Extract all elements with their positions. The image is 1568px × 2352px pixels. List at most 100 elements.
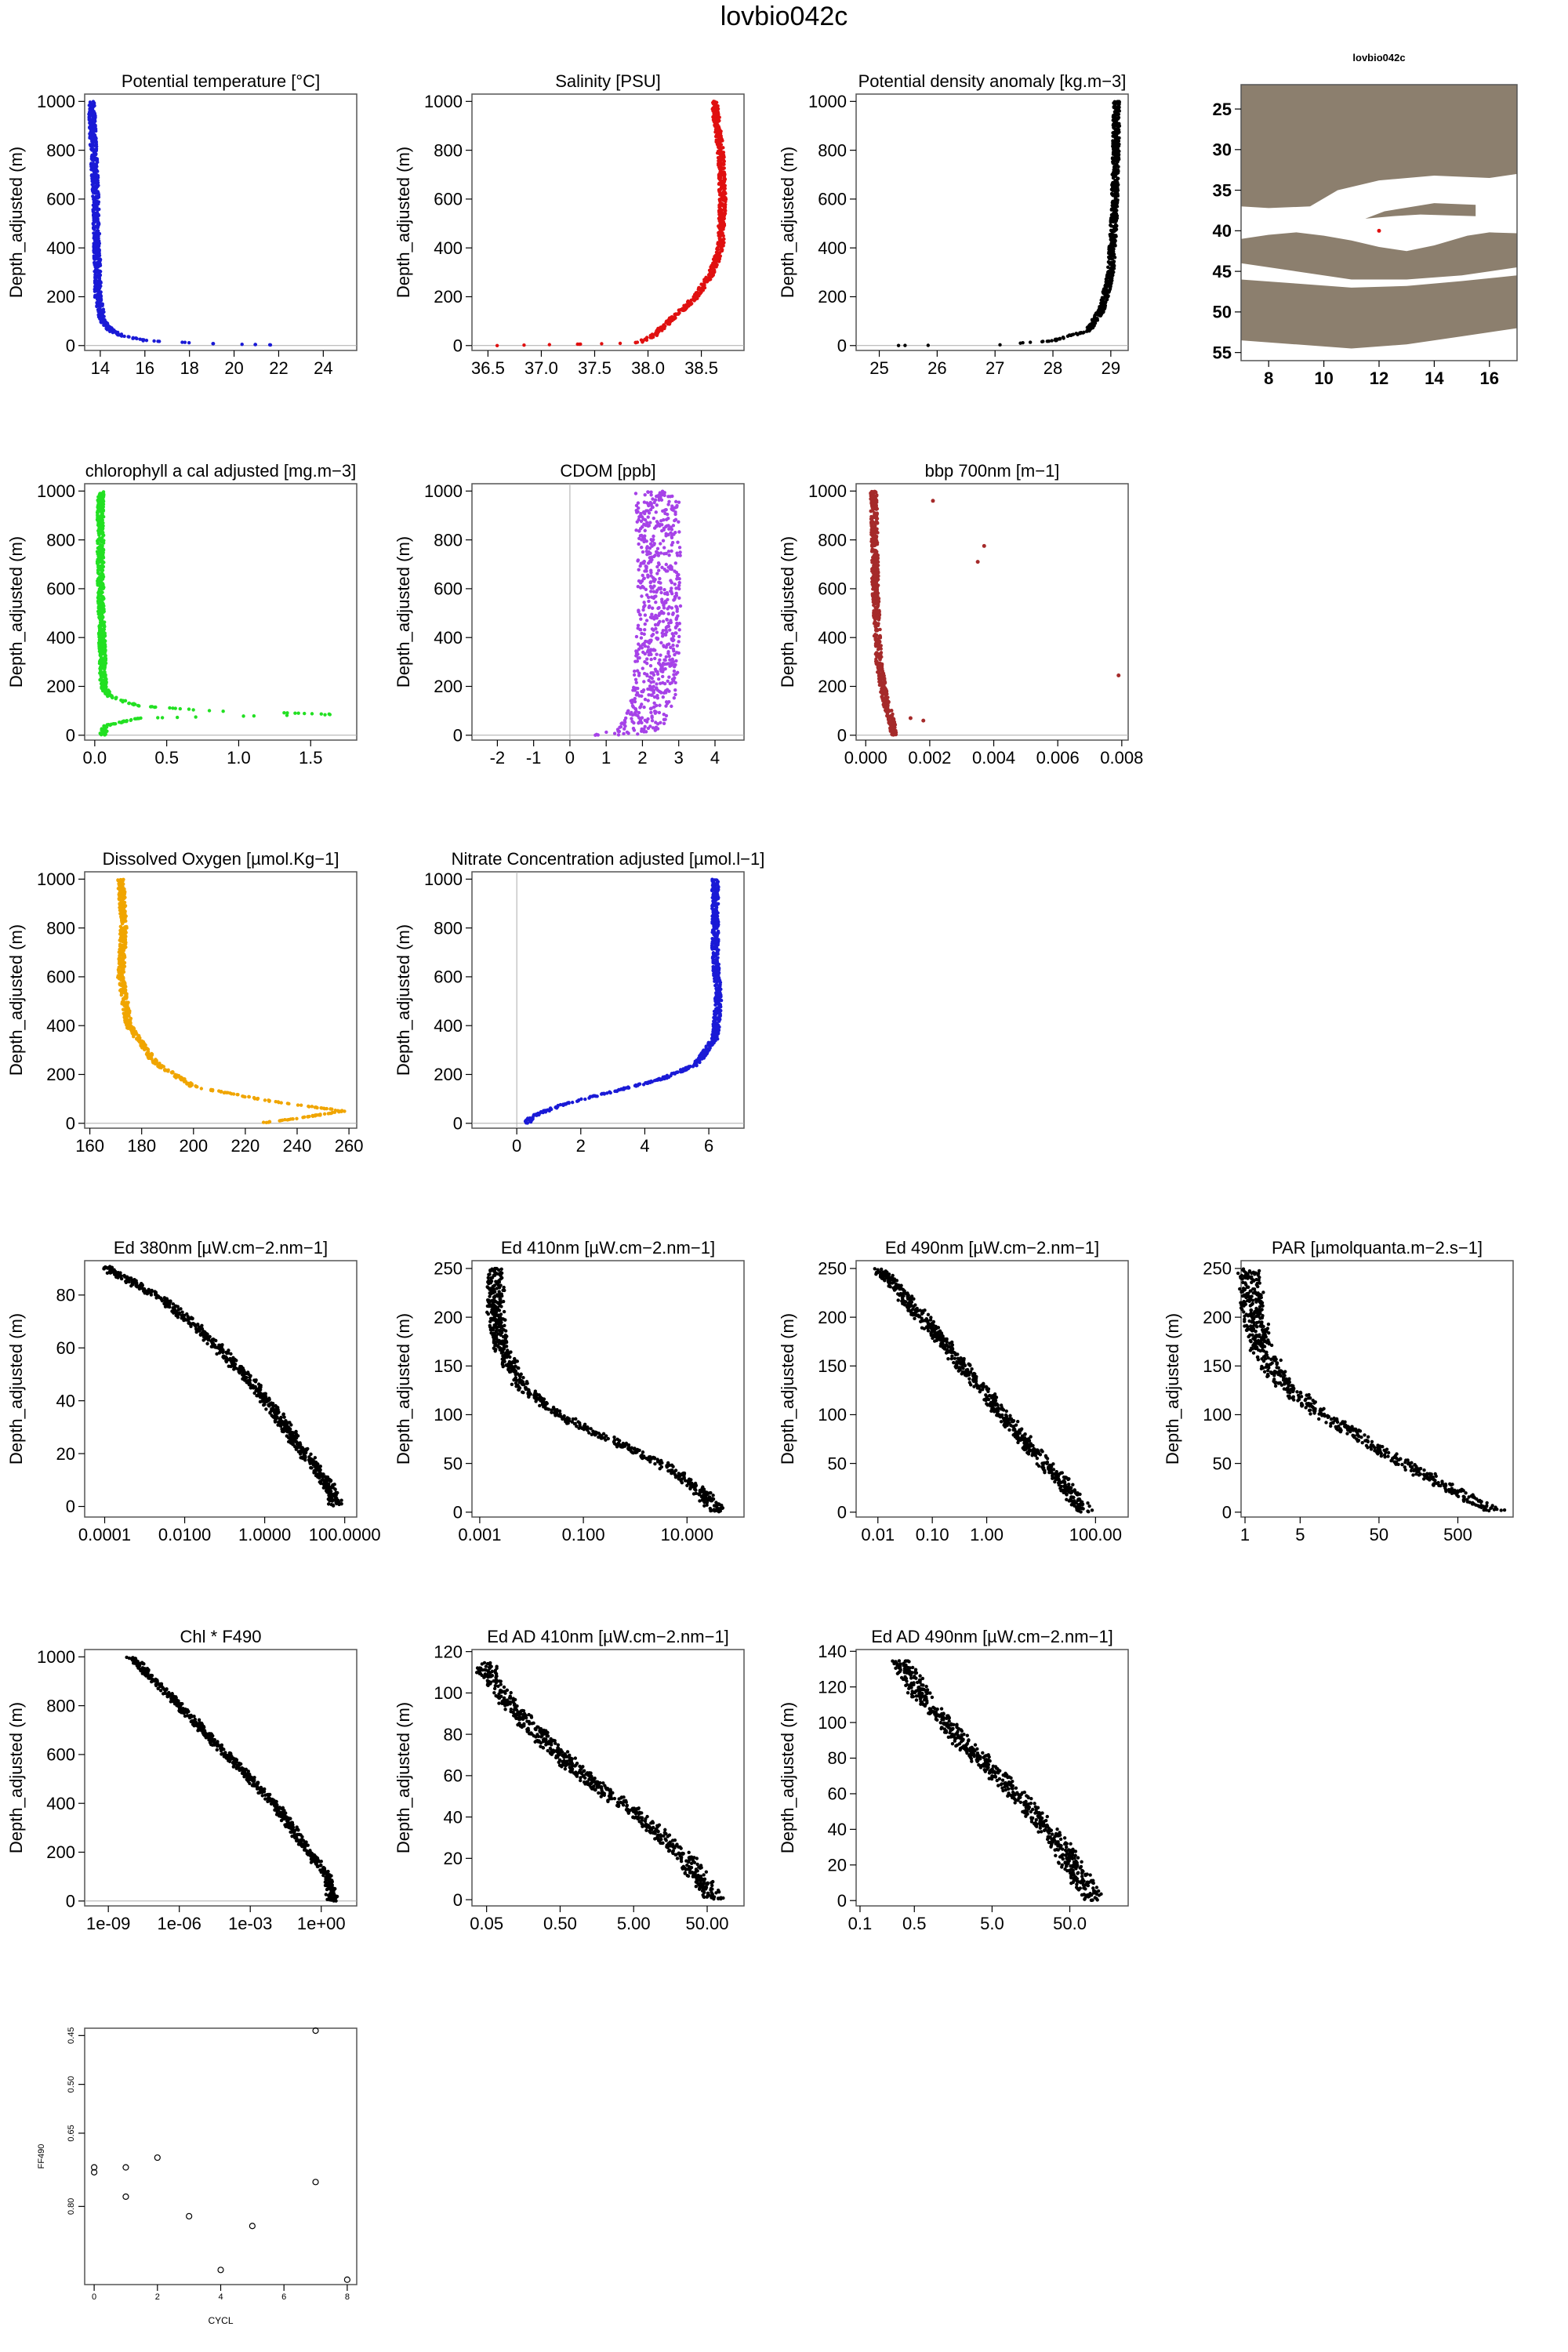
data-point [674,591,678,595]
y-tick-label: 600 [434,579,463,599]
data-point [674,586,678,590]
data-point [652,500,656,505]
data-point [633,340,637,345]
data-point [873,628,878,632]
data-point [661,619,666,623]
data-point [163,1068,167,1072]
y-tick-label: 1000 [808,92,847,111]
data-point [641,690,645,694]
data-point [664,562,668,567]
data-point [296,1103,300,1107]
data-point [673,569,677,573]
data-point [646,515,650,519]
data-point [103,639,107,643]
data-point [677,520,681,524]
data-point [637,671,641,675]
data-point [872,621,877,626]
data-point [646,645,650,649]
data-point [883,680,887,684]
data-point [666,607,670,611]
data-point [645,661,649,666]
data-point [678,604,683,608]
data-point [616,729,620,733]
data-point [699,289,703,293]
data-point [97,549,102,553]
data-point [628,712,633,716]
data-point [173,706,177,710]
data-point [93,276,97,281]
data-point [672,696,677,700]
data-point [662,323,666,327]
data-point [652,332,656,337]
data-point [644,569,648,573]
data-point [267,1120,270,1124]
data-point [100,686,103,691]
data-point [642,500,647,504]
y-tick-label: 400 [434,628,463,648]
data-point [102,659,106,663]
data-point [93,239,97,244]
data-point [635,659,640,663]
data-point [711,109,715,113]
data-point [642,601,646,604]
data-point [1117,142,1121,147]
data-point [673,512,677,517]
y-tick-label: 800 [818,140,847,160]
data-point [659,641,663,645]
data-point [127,701,131,706]
data-point [303,711,307,716]
data-point [1116,149,1121,153]
y-tick-label: 0 [837,336,847,355]
data-point [637,542,641,546]
data-point [119,993,124,997]
data-point [659,551,663,555]
data-point [674,505,679,509]
data-point [1116,165,1120,169]
data-point [649,493,653,497]
chart-panel-density: Potential density anomaly [kg.m−3]25 26 27… [778,71,1129,378]
data-point [652,534,655,539]
data-point [885,713,889,718]
data-point [716,241,720,245]
data-point [96,160,100,165]
data-point [690,302,694,306]
data-point [650,627,655,631]
data-point [637,568,641,572]
data-point [330,1107,334,1111]
data-point [1047,339,1051,343]
data-point [886,708,891,713]
data-point [878,636,882,640]
y-tick-label: 200 [46,287,75,307]
data-point [93,285,97,289]
data-point [94,144,99,149]
data-point [142,338,146,342]
data-point [88,134,92,139]
data-point [869,491,873,495]
data-point [655,520,659,524]
x-tick-label: 220 [231,1136,260,1156]
data-point [144,338,149,343]
y-tick-label: 600 [818,190,847,209]
data-point [96,183,100,187]
x-tick-label: 4 [710,748,720,768]
data-point [154,1058,158,1062]
data-point [92,197,96,201]
data-point [94,252,98,256]
data-point [1103,303,1107,307]
data-point [668,628,672,632]
x-tick-label: 16 [1480,368,1499,388]
data-point [89,162,93,166]
data-point [717,230,721,234]
data-point [495,343,499,347]
data-point [642,641,646,646]
data-point [670,586,673,590]
data-point [1114,234,1118,238]
data-point [282,711,286,715]
data-point [670,632,674,636]
data-point [876,568,880,572]
data-point [1108,278,1112,281]
data-point [877,664,881,668]
data-point [98,273,102,277]
data-point [649,657,653,662]
data-point [1087,323,1091,327]
